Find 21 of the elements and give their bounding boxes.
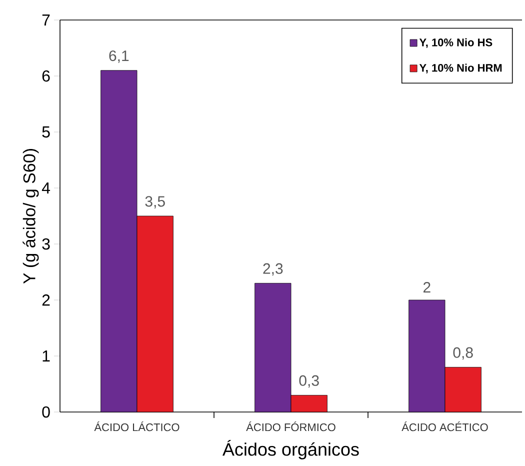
x-tick-label: ÁCIDO LÁCTICO [94,422,180,432]
x-tick-label: ÁCIDO ACÉTICO [402,422,488,432]
x-tick-label: ÁCIDO FÓRMICO [246,422,336,432]
data-label: 0,8 [453,347,473,360]
y-tick-label: 7 [42,14,50,26]
y-tick-label: 4 [42,182,50,194]
legend-label: Y, 10% Nio HRM [419,64,502,74]
legend-label: Y, 10% Nio HS [419,38,492,48]
data-label: 0,3 [299,375,319,388]
data-label: 6,1 [109,50,129,63]
data-label: 2 [423,282,430,292]
y-tick-label: 6 [42,70,50,82]
y-tick-label: 1 [42,350,50,362]
x-axis-title: Ácidos orgánicos [222,440,359,460]
y-tick-label: 2 [42,294,50,306]
y-axis-title: Y (g ácido/ g S60) [22,149,39,284]
y-tick-label: 0 [42,406,50,418]
y-tick-label: 3 [42,238,50,250]
data-label: 2,3 [263,263,283,276]
y-tick-label: 5 [42,126,50,138]
data-label: 3,5 [145,196,165,208]
